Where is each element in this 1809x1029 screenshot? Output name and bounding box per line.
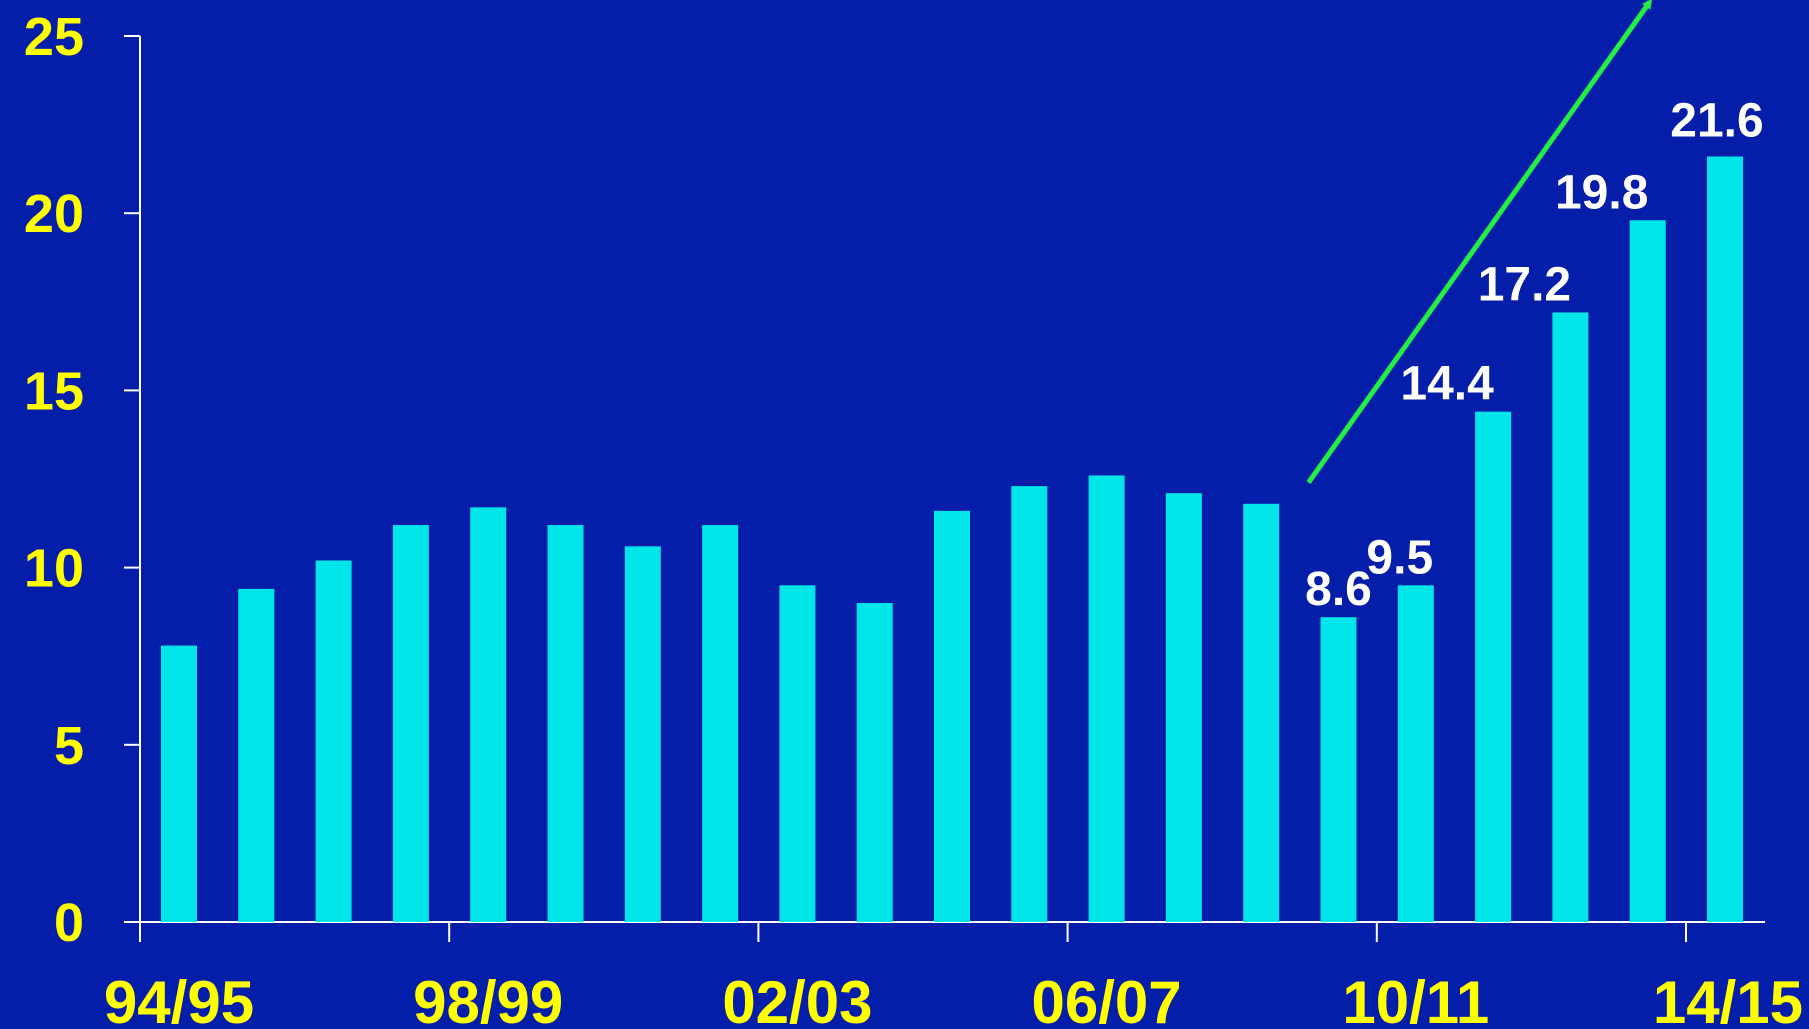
bar-13-14 <box>1629 220 1666 923</box>
bar-01-02 <box>702 525 739 922</box>
bar-14-15 <box>1707 156 1743 923</box>
trend-arrow <box>1306 0 1653 484</box>
data-label: 9.5 <box>1366 531 1433 584</box>
data-labels: 8.69.5 14.4 17.2 19.8 21.6 <box>1305 94 1764 616</box>
trend-arrow-group <box>1306 0 1653 484</box>
bar-95-96 <box>238 588 275 922</box>
data-label: 14.4 <box>1400 358 1494 411</box>
bar-97-98 <box>392 525 429 922</box>
bar-10-11 <box>1397 585 1434 922</box>
x-tick-label: 02/03 <box>722 969 872 1029</box>
bar-06-07 <box>1088 475 1125 922</box>
y-tick-label: 10 <box>24 539 84 599</box>
data-label: 8.6 <box>1305 563 1372 616</box>
bar-05-06 <box>1011 486 1048 922</box>
bar-98-99 <box>470 507 507 922</box>
bar-07-08 <box>1165 493 1202 922</box>
bar-02-03 <box>779 585 816 922</box>
data-label: 17.2 <box>1478 258 1571 311</box>
data-label: 19.8 <box>1555 166 1648 219</box>
x-tick-label: 10/11 <box>1342 969 1489 1029</box>
y-tick-label: 15 <box>24 361 84 421</box>
bars-group <box>161 156 1743 923</box>
y-tick-label: 25 <box>24 7 84 67</box>
bar-04-05 <box>934 510 970 922</box>
data-label: 21.6 <box>1670 94 1763 147</box>
x-tick-label: 14/15 <box>1653 969 1803 1029</box>
x-tick-label: 98/99 <box>413 969 563 1029</box>
bar-03-04 <box>856 603 893 922</box>
y-tick-label: 20 <box>24 184 84 244</box>
x-axis-labels: 94/95 98/99 02/03 06/07 10/11 14/15 <box>104 969 1803 1029</box>
bar-12-13 <box>1552 312 1589 922</box>
y-tick-label: 0 <box>54 893 84 953</box>
y-tick-label: 5 <box>54 716 84 776</box>
bar-99-00 <box>547 525 584 922</box>
bar-00-01 <box>624 546 661 922</box>
x-tick-label: 06/07 <box>1032 969 1182 1029</box>
bar-11-12 <box>1475 411 1512 922</box>
bar-08-09 <box>1243 503 1280 922</box>
x-tick-label: 94/95 <box>104 969 254 1029</box>
bar-09-10 <box>1320 617 1357 922</box>
y-axis-labels: 0 5 10 15 20 25 <box>24 7 84 953</box>
bar-96-97 <box>315 560 352 922</box>
bar-94-95 <box>161 645 197 922</box>
